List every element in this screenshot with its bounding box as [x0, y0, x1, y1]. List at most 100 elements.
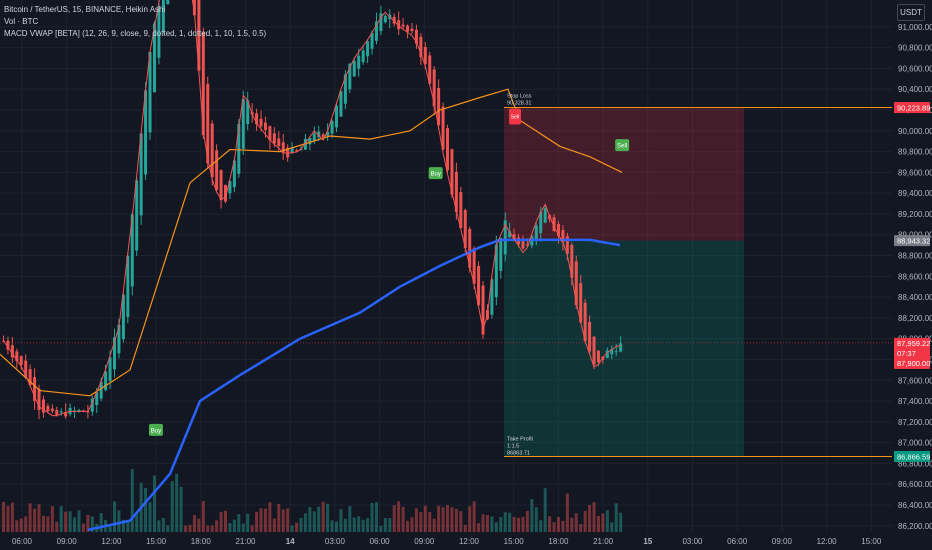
- volume-bar: [312, 511, 316, 532]
- volume-bar: [108, 525, 112, 532]
- candle-body: [224, 185, 227, 202]
- time-tick-label: 12:00: [459, 537, 480, 546]
- volume-bar: [179, 486, 183, 532]
- candle-body: [477, 266, 481, 306]
- candle-body: [503, 220, 507, 255]
- candle-body: [312, 133, 316, 142]
- candle-body: [481, 285, 485, 335]
- volume-bar: [295, 522, 299, 532]
- volume-bar: [352, 517, 356, 532]
- candle-body: [232, 160, 236, 188]
- volume-bar: [86, 514, 90, 532]
- target-price-tag-text: 86,866.59: [897, 452, 930, 461]
- volume-bar: [596, 515, 600, 532]
- candle-body: [37, 388, 41, 411]
- candle-body: [206, 83, 210, 164]
- volume-bar: [423, 505, 427, 532]
- candle-body: [410, 28, 414, 32]
- volume-bar: [192, 515, 196, 532]
- volume-bar: [428, 511, 432, 532]
- candle-body: [197, 0, 201, 71]
- position-zones[interactable]: [0, 107, 892, 457]
- volume-bar: [2, 501, 5, 532]
- candle-body: [144, 90, 148, 175]
- time-tick-label: 15:00: [504, 537, 525, 546]
- volume-bar: [454, 508, 458, 532]
- stop-loss-title: Stop Loss: [507, 94, 532, 100]
- candle-body: [228, 181, 232, 194]
- volume-bar: [46, 516, 50, 532]
- take-profit-zone[interactable]: [504, 240, 744, 457]
- candle-body: [246, 100, 250, 124]
- candle-body: [317, 131, 321, 138]
- volume-bar: [206, 525, 210, 532]
- time-tick-label: 06:00: [370, 537, 391, 546]
- symbol-title[interactable]: Bitcoin / TetherUS, 15, BINANCE, Heikin …: [4, 5, 166, 14]
- candle-body: [135, 180, 139, 251]
- price-tick-label: 87,400.00: [898, 397, 932, 406]
- volume-bar: [397, 501, 401, 532]
- candle-body: [161, 0, 165, 32]
- price-tick-label: 89,200.00: [898, 210, 932, 219]
- volume-bar: [370, 502, 374, 532]
- target-price-tag: [894, 450, 930, 462]
- signal-label: Sell: [617, 144, 627, 150]
- volume-bar: [99, 513, 103, 532]
- time-tick-label: 06:00: [727, 537, 748, 546]
- volume-bar: [401, 506, 405, 532]
- entry-price-tag: [894, 235, 930, 247]
- volume-indicator-title[interactable]: Vol · BTC: [4, 17, 39, 26]
- candle-body: [268, 126, 272, 141]
- time-tick-label: 18:00: [548, 537, 569, 546]
- candle-body: [437, 87, 441, 126]
- time-tick-label: 15:00: [146, 537, 167, 546]
- volume-bar: [481, 514, 485, 532]
- volume-bar: [64, 511, 68, 532]
- volume-bar: [59, 506, 63, 532]
- price-tick-label: 87,000.00: [898, 439, 932, 448]
- signal-badge: [615, 139, 630, 152]
- volume-bar: [237, 514, 241, 532]
- volume-bar: [543, 488, 547, 532]
- price-tick-label: 89,800.00: [898, 148, 932, 157]
- volume-bar: [263, 508, 267, 532]
- volume-bar: [610, 522, 614, 532]
- volume-bar: [583, 510, 587, 532]
- volume-bar: [281, 509, 285, 532]
- volume-bar: [24, 516, 28, 532]
- price-tick-label: 90,800.00: [898, 44, 932, 53]
- last-price-text: 87,959.22: [897, 339, 930, 348]
- candle-body: [64, 411, 68, 417]
- macd-indicator-title[interactable]: MACD VWAP [BETA] (12, 26, 9, close, 9, d…: [4, 29, 267, 38]
- price-axis[interactable]: 91,000.00 90,800.00 90,600.00 90,400.00 90,2…: [892, 0, 932, 550]
- currency-button[interactable]: USDT: [897, 4, 925, 21]
- volume-bar: [570, 517, 574, 532]
- candle-body: [157, 5, 161, 58]
- countdown-text: 07:37: [897, 349, 916, 358]
- volume-bar: [184, 525, 188, 532]
- volume-bar: [561, 520, 565, 532]
- signal-label: Buy: [151, 428, 161, 434]
- volume-bar: [175, 473, 179, 532]
- candle-body: [357, 55, 361, 69]
- volume-bar: [450, 507, 454, 532]
- volume-bar: [19, 518, 23, 532]
- candle-body: [6, 340, 10, 350]
- price-tick-label: 88,400.00: [898, 293, 932, 302]
- time-axis[interactable]: 06:00 09:00 12:00 15:00 18:00 21:00 14 03:00 06:…: [0, 532, 932, 550]
- candle-body: [148, 52, 152, 133]
- volume-bar: [161, 517, 165, 532]
- volume-bar: [605, 510, 609, 532]
- volume-bar: [565, 493, 569, 532]
- time-tick-label: 03:00: [682, 537, 703, 546]
- candle-body: [450, 149, 454, 195]
- take-profit-title: Take Profit: [507, 436, 533, 442]
- volume-bar: [459, 511, 463, 532]
- candle-body: [472, 248, 476, 284]
- volume-bar: [246, 513, 250, 532]
- candle-body: [596, 350, 600, 363]
- take-profit-value: 86863.71: [507, 450, 530, 456]
- volume-bar: [534, 507, 538, 532]
